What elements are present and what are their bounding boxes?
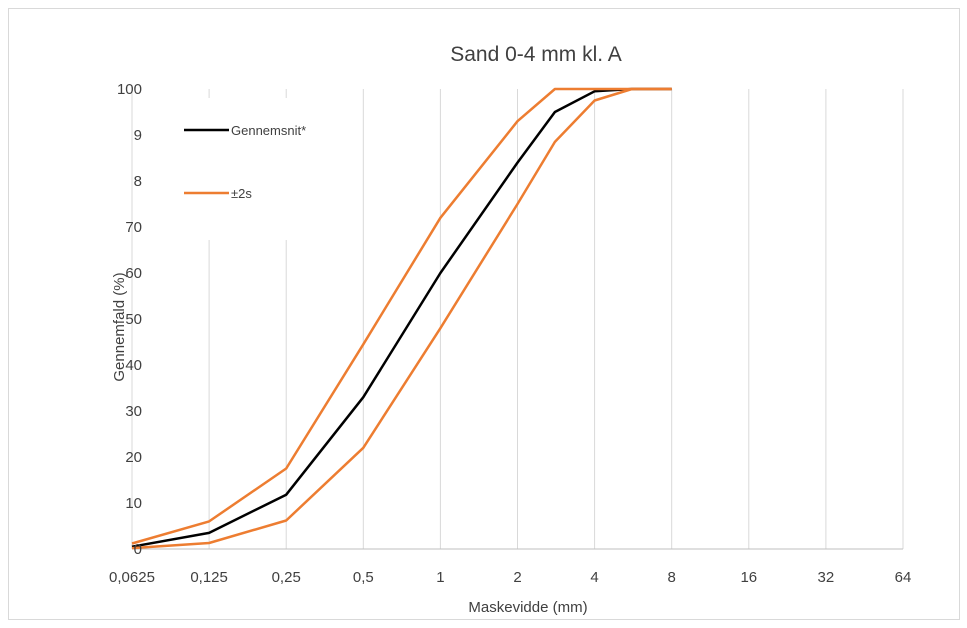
y-tick-labels: 0 10 20 30 40 50 60 70 8 9 100	[117, 81, 142, 558]
legend: Gennemsnit* ±2s	[184, 98, 343, 240]
y-tick-label-0: 0	[134, 541, 142, 558]
x-tick-label-9: 32	[818, 569, 835, 586]
x-tick-label-8: 16	[740, 569, 757, 586]
y-tick-label-6: 60	[125, 265, 142, 282]
legend-label-mean: Gennemsnit*	[231, 123, 306, 138]
legend-label-band: ±2s	[231, 186, 252, 201]
x-tick-label-4: 1	[436, 569, 444, 586]
y-tick-label-9: 9	[134, 127, 142, 144]
y-tick-label-3: 30	[125, 403, 142, 420]
y-tick-label-2: 20	[125, 449, 142, 466]
legend-background	[185, 98, 343, 240]
chart-frame: Sand 0-4 mm kl. A Gennemsnit* ±2s 0 10 20 3…	[8, 8, 960, 620]
y-tick-label-5: 50	[125, 311, 142, 328]
x-tick-label-6: 4	[590, 569, 598, 586]
x-tick-label-3: 0,5	[353, 569, 374, 586]
y-tick-label-10: 100	[117, 81, 142, 98]
x-tick-label-10: 64	[895, 569, 912, 586]
y-axis-title: Gennemfald (%)	[111, 272, 128, 381]
series-line-1	[131, 87, 672, 545]
x-tick-label-2: 0,25	[272, 569, 301, 586]
y-tick-label-8: 8	[134, 173, 142, 190]
y-tick-label-1: 10	[125, 495, 142, 512]
x-tick-label-1: 0,125	[190, 569, 228, 586]
y-tick-label-4: 40	[125, 357, 142, 374]
x-tick-labels: 0,0625 0,125 0,25 0,5 1 2 4 8 16 32 64	[109, 569, 911, 586]
chart-title: Sand 0-4 mm kl. A	[450, 43, 622, 66]
y-tick-label-7: 70	[125, 219, 142, 236]
x-tick-label-7: 8	[668, 569, 676, 586]
x-tick-label-0: 0,0625	[109, 569, 155, 586]
x-axis-title: Maskevidde (mm)	[468, 599, 587, 616]
x-tick-label-5: 2	[513, 569, 521, 586]
chart-svg: Sand 0-4 mm kl. A Gennemsnit* ±2s 0 10 20 3…	[109, 43, 911, 616]
series-lines	[131, 87, 672, 550]
series-line-2	[131, 87, 672, 550]
